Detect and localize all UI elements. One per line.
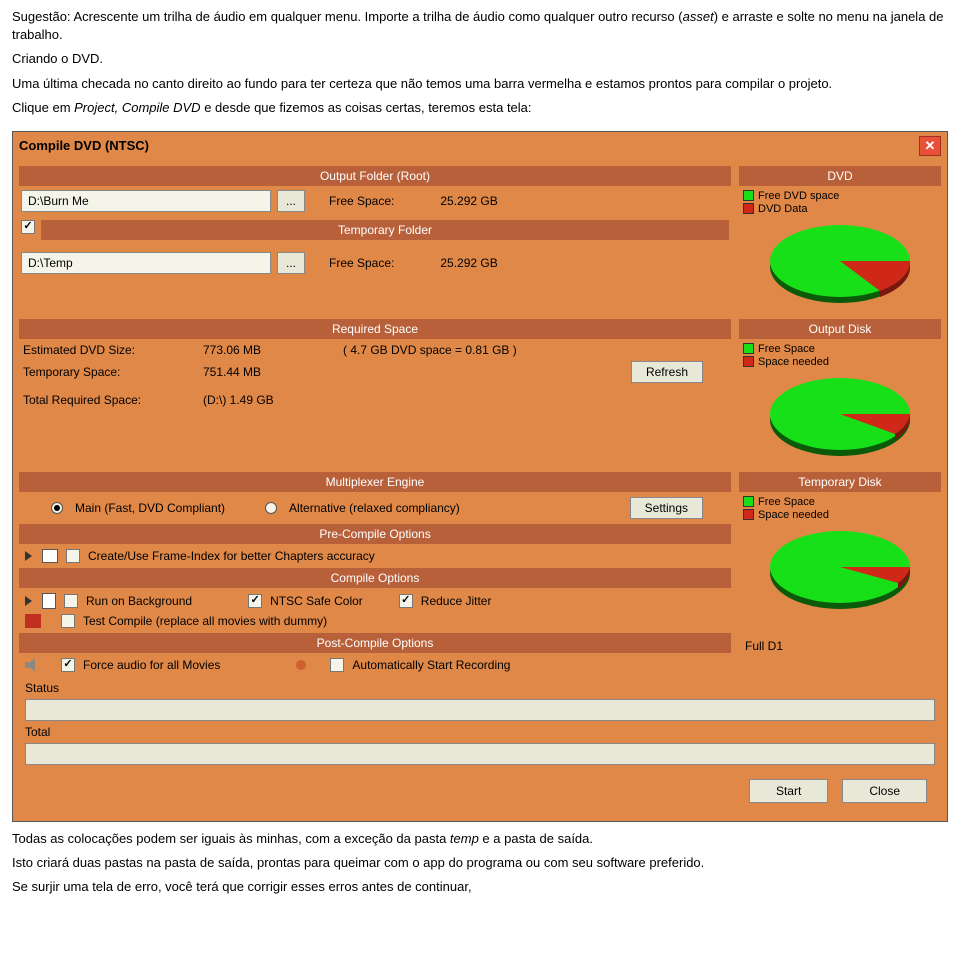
- swatch-red3-icon: [743, 509, 754, 520]
- record-dot-icon: [296, 660, 306, 670]
- legend-free-space: Free Space: [758, 343, 815, 355]
- speaker-icon: [25, 658, 39, 672]
- compile-header: Compile Options: [19, 568, 731, 588]
- dvd-header: DVD: [739, 166, 941, 186]
- swatch-red-icon: [743, 203, 754, 214]
- temp-disk-header: Temporary Disk: [739, 472, 941, 492]
- browse-output-button[interactable]: ...: [277, 190, 305, 212]
- legend-space-needed2: Space needed: [758, 509, 829, 521]
- doc-p3: Uma última checada no canto direito ao f…: [12, 75, 948, 93]
- mux-main-label: Main (Fast, DVD Compliant): [75, 501, 225, 515]
- swatch-green2-icon: [743, 343, 754, 354]
- temp-folder-header: Temporary Folder: [41, 220, 729, 240]
- footer-p3: Se surjir uma tela de erro, você terá qu…: [12, 878, 948, 896]
- force-audio-checkbox[interactable]: [61, 658, 75, 672]
- settings-button[interactable]: Settings: [630, 497, 703, 519]
- window-title: Compile DVD (NTSC): [19, 138, 919, 153]
- close-icon[interactable]: ✕: [919, 136, 941, 156]
- reduce-jitter-label: Reduce Jitter: [421, 594, 492, 608]
- required-space-header: Required Space: [19, 319, 731, 339]
- output-disk-pie-chart: [760, 372, 920, 462]
- close-button[interactable]: Close: [842, 779, 927, 803]
- ntsc-safe-label: NTSC Safe Color: [270, 594, 363, 608]
- total-req-label: Total Required Space:: [23, 393, 203, 407]
- swatch-green-icon: [743, 190, 754, 201]
- doc-p1: Sugestão: Acrescente um trilha de áudio …: [12, 8, 948, 44]
- temp-space-label: Temporary Space:: [23, 365, 203, 379]
- temp-folder-input[interactable]: [21, 252, 271, 274]
- status-label: Status: [25, 681, 935, 695]
- mux-alt-radio[interactable]: [265, 502, 277, 514]
- legend-free-space2: Free Space: [758, 496, 815, 508]
- total-label: Total: [25, 725, 935, 739]
- temp-folder-checkbox[interactable]: [21, 220, 35, 234]
- redclip-icon: [25, 614, 41, 628]
- run-bg-label: Run on Background: [86, 594, 192, 608]
- free-space-value2: 25.292 GB: [440, 256, 497, 270]
- arrow-icon: [25, 551, 32, 561]
- postcompile-header: Post-Compile Options: [19, 633, 731, 653]
- refresh-button[interactable]: Refresh: [631, 361, 703, 383]
- status-bar: [25, 699, 935, 721]
- compile-dvd-window: Compile DVD (NTSC) ✕ Output Folder (Root…: [12, 131, 948, 822]
- legend-free-dvd: Free DVD space: [758, 190, 839, 202]
- arrow2-icon: [25, 596, 32, 606]
- test-compile-label: Test Compile (replace all movies with du…: [83, 614, 327, 628]
- est-size-value: 773.06 MB: [203, 343, 343, 357]
- swatch-red2-icon: [743, 356, 754, 367]
- start-button[interactable]: Start: [749, 779, 828, 803]
- doc-p4: Clique em Project, Compile DVD e desde q…: [12, 99, 948, 117]
- swatch-green3-icon: [743, 496, 754, 507]
- precompile-header: Pre-Compile Options: [19, 524, 731, 544]
- auto-record-label: Automatically Start Recording: [352, 658, 510, 672]
- run-bg-checkbox[interactable]: [64, 594, 78, 608]
- force-audio-label: Force audio for all Movies: [83, 658, 220, 672]
- legend-dvd-data: DVD Data: [758, 203, 808, 215]
- footer-p1: Todas as colocações podem ser iguais às …: [12, 830, 948, 848]
- mux-alt-label: Alternative (relaxed compliancy): [289, 501, 460, 515]
- temp-space-value: 751.44 MB: [203, 365, 343, 379]
- reduce-jitter-checkbox[interactable]: [399, 594, 413, 608]
- dvd-pie-chart: [760, 219, 920, 309]
- film-icon: [42, 549, 58, 563]
- temp-disk-pie-chart: [760, 525, 920, 615]
- frameindex-label: Create/Use Frame-Index for better Chapte…: [88, 549, 375, 563]
- titlebar[interactable]: Compile DVD (NTSC) ✕: [13, 132, 947, 160]
- full-d1-label: Full D1: [745, 639, 941, 653]
- ntsc-safe-checkbox[interactable]: [248, 594, 262, 608]
- test-compile-checkbox[interactable]: [61, 614, 75, 628]
- legend-space-needed: Space needed: [758, 356, 829, 368]
- total-req-value: (D:\) 1.49 GB: [203, 393, 343, 407]
- footer-p2: Isto criará duas pastas na pasta de saíd…: [12, 854, 948, 872]
- output-disk-header: Output Disk: [739, 319, 941, 339]
- doc-p2: Criando o DVD.: [12, 50, 948, 68]
- output-folder-header: Output Folder (Root): [19, 166, 731, 186]
- free-space-value1: 25.292 GB: [440, 194, 497, 208]
- frameindex-checkbox[interactable]: [66, 549, 80, 563]
- est-size-label: Estimated DVD Size:: [23, 343, 203, 357]
- mux-header: Multiplexer Engine: [19, 472, 731, 492]
- free-space-label1: Free Space:: [329, 194, 394, 208]
- doc-icon: [42, 593, 56, 609]
- est-size-extra: ( 4.7 GB DVD space = 0.81 GB ): [343, 343, 727, 357]
- mux-main-radio[interactable]: [51, 502, 63, 514]
- free-space-label2: Free Space:: [329, 256, 394, 270]
- browse-temp-button[interactable]: ...: [277, 252, 305, 274]
- auto-record-checkbox[interactable]: [330, 658, 344, 672]
- output-folder-input[interactable]: [21, 190, 271, 212]
- total-bar: [25, 743, 935, 765]
